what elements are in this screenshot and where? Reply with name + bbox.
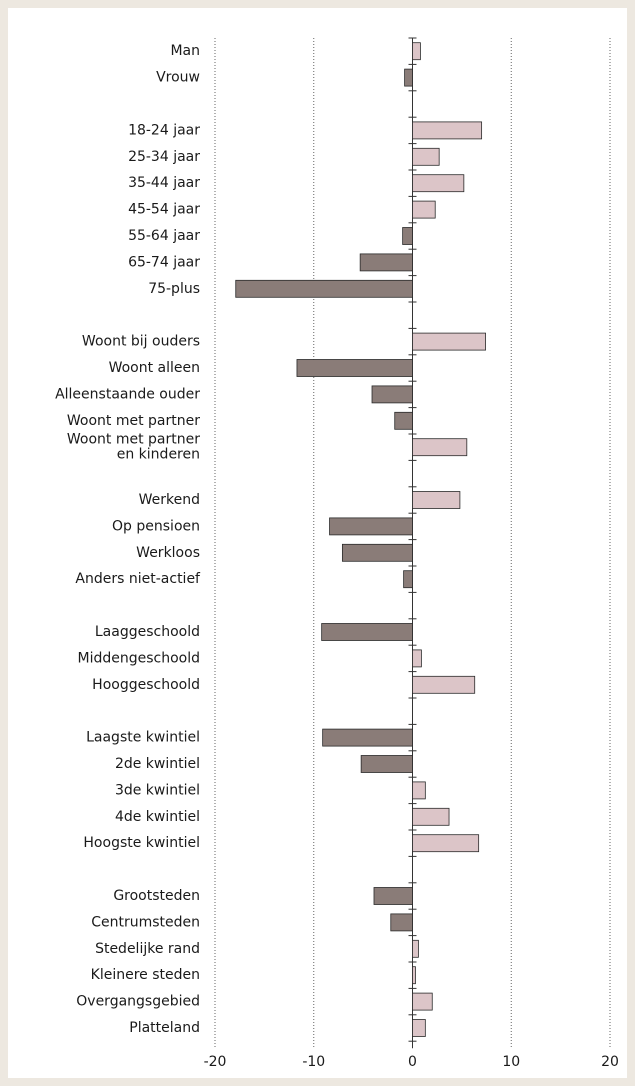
bar	[412, 781, 426, 800]
bar	[412, 834, 480, 853]
y-tick-label: Middengeschoold	[78, 650, 201, 666]
bar	[403, 570, 413, 589]
y-tick-label: 75-plus	[148, 281, 200, 297]
y-tick-label: Hoogste kwintiel	[83, 835, 200, 851]
bar	[373, 887, 413, 905]
bar	[360, 755, 413, 773]
bar	[412, 200, 436, 219]
y-tick-label: Vrouw	[156, 70, 200, 86]
y-tick-label: Stedelijke rand	[95, 941, 200, 957]
panel	[8, 8, 627, 1078]
x-tick-label: -20	[204, 1054, 227, 1070]
y-tick-label: Man	[170, 43, 200, 59]
y-tick-label: 65-74 jaar	[128, 254, 200, 270]
bar	[412, 675, 476, 694]
bar	[341, 543, 413, 562]
y-tick-label: Woont met partner en kinderen	[67, 432, 200, 463]
bar	[402, 227, 413, 245]
y-tick-label: Overgangsgebied	[76, 994, 200, 1010]
y-tick-label: Woont bij ouders	[82, 334, 200, 350]
bar	[412, 438, 468, 457]
bar	[322, 728, 413, 747]
y-tick-label: Kleinere steden	[91, 967, 200, 983]
y-tick-label: Woont alleen	[109, 360, 200, 376]
bar	[412, 966, 416, 985]
y-tick-label: Laaggeschoold	[95, 624, 200, 640]
y-tick-label: Laagste kwintiel	[86, 730, 200, 746]
bar	[390, 913, 413, 932]
bar	[412, 42, 421, 61]
bar	[235, 279, 413, 298]
y-tick-label: Grootsteden	[113, 888, 200, 904]
y-tick-label: Werkend	[139, 492, 200, 508]
x-tick-label: 0	[408, 1054, 417, 1070]
y-tick-label: Anders niet-actief	[75, 571, 201, 587]
y-tick-label: 18-24 jaar	[128, 122, 200, 138]
bar	[412, 174, 465, 193]
y-tick-label: 55-64 jaar	[128, 228, 200, 244]
y-tick-label: Platteland	[129, 1020, 200, 1036]
x-tick-label: -10	[302, 1054, 325, 1070]
y-tick-label: 25-34 jaar	[128, 149, 200, 165]
bar	[371, 385, 413, 404]
bar	[412, 807, 450, 826]
x-tick-label: 20	[601, 1054, 619, 1070]
bar	[412, 121, 483, 140]
bar	[394, 411, 413, 430]
y-tick-label: Werkloos	[136, 545, 200, 561]
bar	[412, 1019, 426, 1037]
y-tick-label: 45-54 jaar	[128, 202, 200, 218]
y-tick-label: Woont met partner	[67, 413, 200, 429]
bar	[404, 68, 413, 87]
y-tick-label: Hooggeschoold	[92, 677, 200, 693]
bar	[359, 253, 413, 272]
bar	[412, 939, 419, 958]
y-tick-label: Centrumsteden	[91, 914, 200, 930]
bar	[296, 359, 413, 377]
y-tick-label: 3de kwintiel	[115, 782, 200, 798]
bar	[412, 992, 433, 1011]
bar	[412, 147, 440, 166]
x-tick-label: 10	[502, 1054, 520, 1070]
y-tick-label: 4de kwintiel	[115, 809, 200, 825]
bar	[321, 623, 413, 641]
bar	[412, 491, 461, 509]
bar	[329, 517, 413, 536]
y-tick-label: Op pensioen	[112, 518, 200, 534]
bar	[412, 649, 422, 668]
y-tick-label: 35-44 jaar	[128, 175, 200, 191]
y-tick-label: Alleenstaande ouder	[55, 386, 200, 402]
y-tick-label: 2de kwintiel	[115, 756, 200, 772]
bar	[412, 332, 486, 351]
